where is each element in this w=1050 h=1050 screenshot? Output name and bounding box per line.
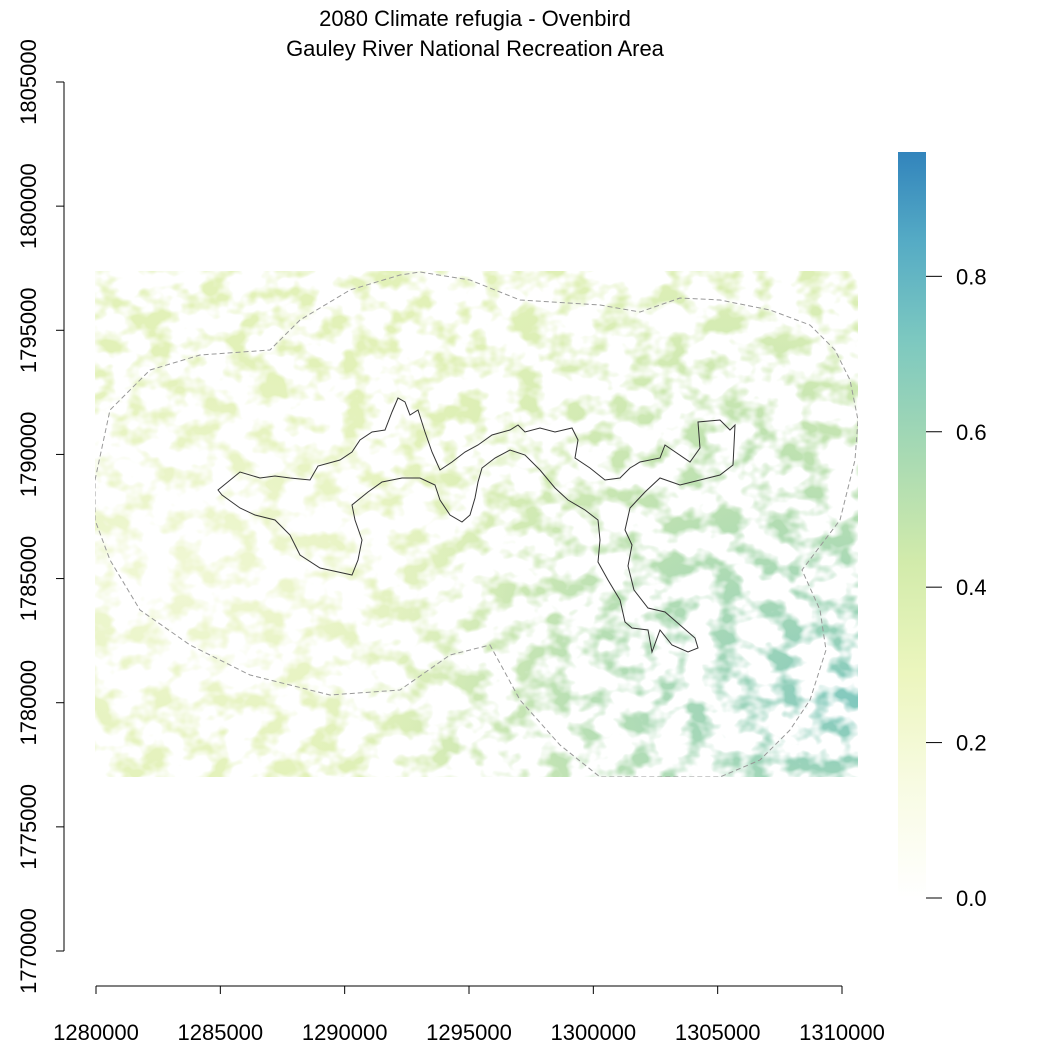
x-tick-label: 1285000 [178,1020,264,1045]
x-axis: 1280000 1285000 1290000 1295000 1300000 13050… [53,985,885,1045]
raster-terrain-texture [95,271,858,777]
y-tick-label: 1795000 [16,287,41,373]
y-axis-ticks: 1770000 1775000 1780000 1785000 1790000 17950… [16,39,64,994]
color-legend: 0.0 0.2 0.4 0.6 0.8 [898,152,987,911]
x-tick-label: 1290000 [302,1020,388,1045]
legend-color-bar [898,152,926,898]
legend-tick-label: 0.8 [956,264,987,289]
map-title: 2080 Climate refugia - Ovenbird [319,6,631,31]
x-tick-label: 1300000 [551,1020,637,1045]
recreation-area-boundary [217,397,736,654]
map-subtitle: Gauley River National Recreation Area [286,36,665,61]
y-tick-label: 1775000 [16,784,41,870]
y-tick-label: 1780000 [16,660,41,746]
x-tick-label: 1295000 [426,1020,512,1045]
legend-tick-label: 0.4 [956,575,987,600]
y-tick-label: 1785000 [16,536,41,622]
x-tick-label: 1310000 [799,1020,885,1045]
y-tick-label: 1790000 [16,412,41,498]
legend-tick-label: 0.2 [956,731,987,756]
buffer-outline [95,271,858,777]
legend-tick-label: 0.0 [956,886,987,911]
y-tick-label: 1770000 [16,908,41,994]
legend-tick-label: 0.6 [956,420,987,445]
raster-layer [95,271,858,777]
x-axis-ticks: 1280000 1285000 1290000 1295000 1300000 13050… [53,986,885,1045]
y-axis: 1770000 1775000 1780000 1785000 1790000 17950… [16,39,65,994]
y-tick-label: 1805000 [16,39,41,125]
legend-ticks: 0.0 0.2 0.4 0.6 0.8 [926,264,987,911]
x-tick-label: 1305000 [675,1020,761,1045]
y-tick-label: 1800000 [16,163,41,249]
x-tick-label: 1280000 [53,1020,139,1045]
